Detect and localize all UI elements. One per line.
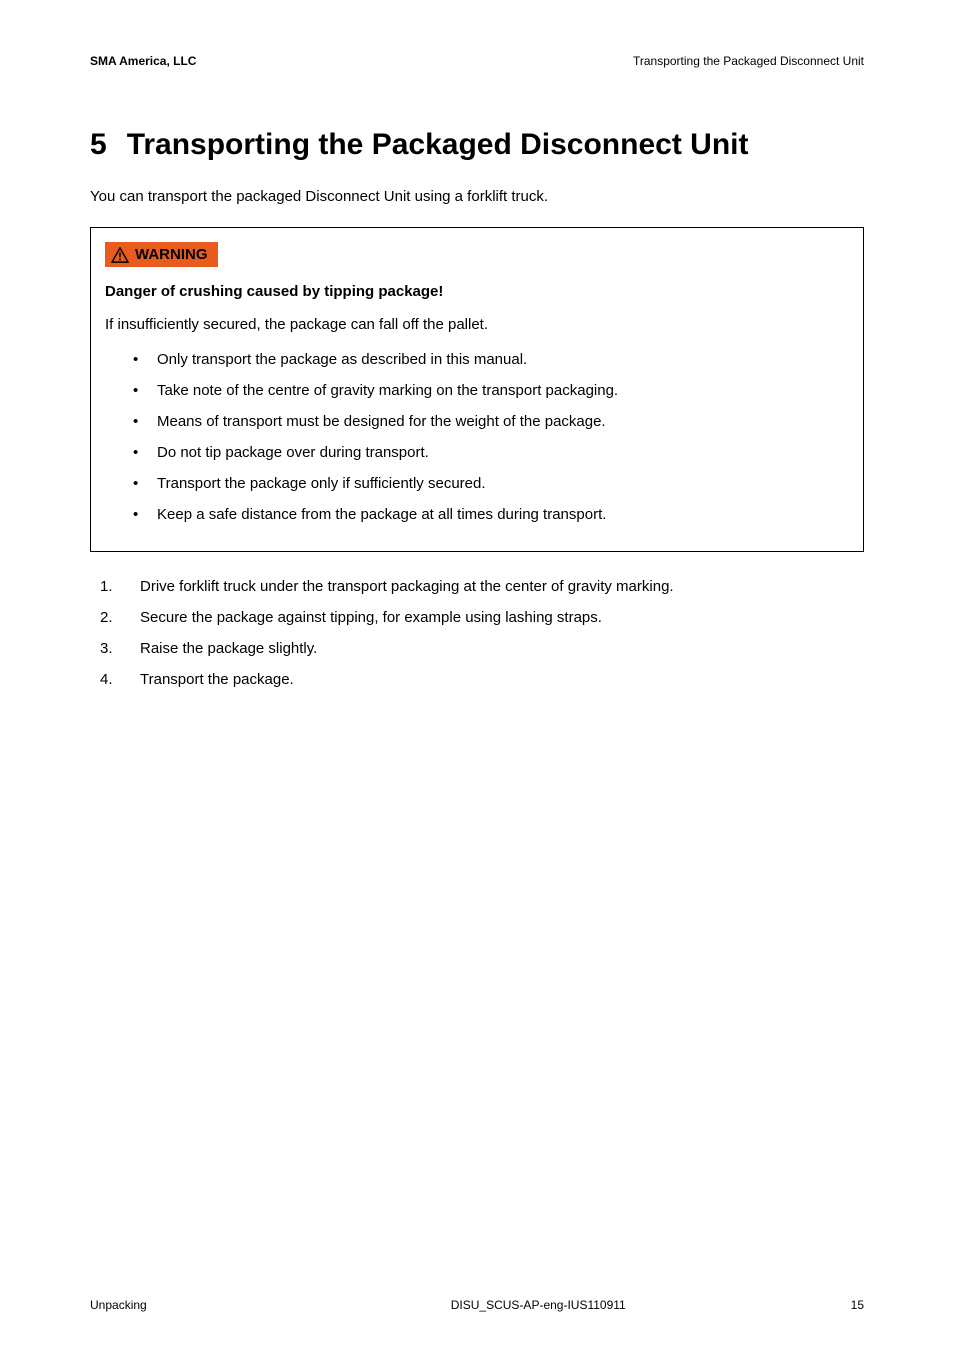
warning-triangle-icon <box>111 247 129 263</box>
warning-subtitle: Danger of crushing caused by tipping pac… <box>105 283 849 300</box>
warning-description: If insufficiently secured, the package c… <box>105 314 849 335</box>
section-heading: 5 Transporting the Packaged Disconnect Un… <box>90 128 864 162</box>
section-title: Transporting the Packaged Disconnect Uni… <box>127 128 749 161</box>
footer-doc-id: DISU_SCUS-AP-eng-IUS110911 <box>451 1298 626 1312</box>
header-company: SMA America, LLC <box>90 54 196 68</box>
warning-badge: WARNING <box>105 242 218 267</box>
list-item: Take note of the centre of gravity marki… <box>133 380 849 401</box>
header-section-title: Transporting the Packaged Disconnect Uni… <box>633 54 864 68</box>
list-item: Secure the package against tipping, for … <box>100 607 864 628</box>
list-item: Do not tip package over during transport… <box>133 442 849 463</box>
warning-callout: WARNING Danger of crushing caused by tip… <box>90 227 864 552</box>
list-item: Transport the package. <box>100 669 864 690</box>
list-item: Only transport the package as described … <box>133 349 849 370</box>
section-number: 5 <box>90 128 107 162</box>
list-item: Transport the package only if sufficient… <box>133 473 849 494</box>
footer-left: Unpacking <box>90 1298 147 1312</box>
list-item: Raise the package slightly. <box>100 638 864 659</box>
list-item: Drive forklift truck under the transport… <box>100 576 864 597</box>
warning-bullet-list: Only transport the package as described … <box>105 349 849 525</box>
list-item: Means of transport must be designed for … <box>133 411 849 432</box>
list-item: Keep a safe distance from the package at… <box>133 504 849 525</box>
footer-page-number: 15 <box>851 1298 864 1312</box>
page-header: SMA America, LLC Transporting the Packag… <box>90 54 864 68</box>
procedure-steps: Drive forklift truck under the transport… <box>90 576 864 690</box>
warning-badge-label: WARNING <box>135 246 208 263</box>
page-footer: Unpacking DISU_SCUS-AP-eng-IUS110911 15 <box>90 1298 864 1312</box>
section-intro: You can transport the packaged Disconnec… <box>90 186 864 207</box>
